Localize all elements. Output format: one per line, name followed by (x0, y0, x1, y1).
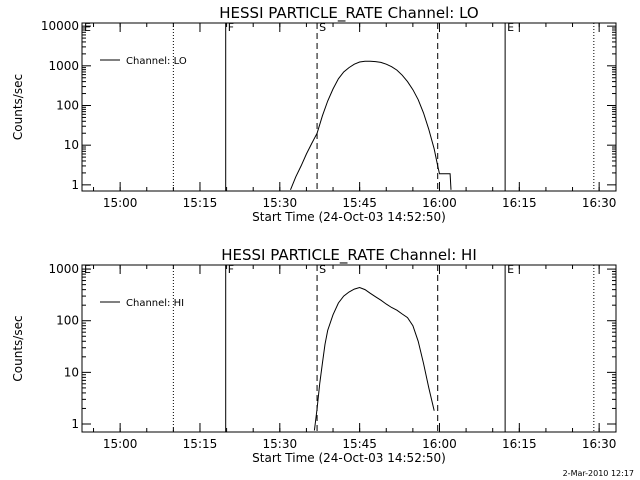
y-tick-label: 1 (71, 178, 79, 192)
legend-label: Channel: HI (126, 298, 184, 309)
plot-frame (81, 22, 617, 192)
x-axis-label: Start Time (24-Oct-03 14:52:50) (252, 451, 446, 465)
x-tick-label: 16:00 (422, 196, 457, 210)
footer-timestamp: 2-Mar-2010 12:17 (562, 469, 634, 478)
x-tick-label: 16:00 (422, 437, 457, 451)
event-marker-label: S (319, 263, 326, 276)
hi-channel-panel: HESSI PARTICLE_RATE Channel: HI Counts/se… (11, 246, 617, 465)
y-axis-label: Counts/sec (11, 74, 25, 140)
series-line (313, 286, 435, 431)
y-tick-label: 1000 (48, 59, 79, 73)
lo-channel-panel: HESSI PARTICLE_RATE Channel: LO Counts/se… (11, 4, 617, 224)
y-tick-label: 10 (64, 138, 79, 152)
x-tick-label: 16:30 (582, 437, 617, 451)
y-tick-label: 1000 (48, 262, 79, 276)
plot-frame (81, 264, 617, 433)
y-axis-label: Counts/sec (11, 315, 25, 381)
x-tick-label: 15:00 (103, 437, 138, 451)
x-tick-label: 15:15 (183, 196, 218, 210)
event-marker-label: F (228, 21, 234, 34)
y-tick-label: 10 (64, 365, 79, 379)
y-tick-label: 1 (71, 417, 79, 431)
y-tick-label: 100 (56, 98, 79, 112)
event-marker-label: F (228, 263, 234, 276)
chart-title: HESSI PARTICLE_RATE Channel: HI (221, 246, 477, 265)
series-line (290, 60, 452, 190)
event-marker-label: E (84, 21, 91, 34)
y-tick-label: 100 (56, 314, 79, 328)
event-marker-label: E (84, 263, 91, 276)
x-tick-label: 16:30 (582, 196, 617, 210)
x-tick-label: 15:30 (263, 196, 298, 210)
y-tick-label: 10000 (41, 19, 79, 33)
event-marker-label: E (507, 263, 514, 276)
legend-label: Channel: LO (126, 56, 187, 67)
x-tick-label: 16:15 (502, 437, 537, 451)
event-marker-label: S (319, 21, 326, 34)
event-marker-label: E (507, 21, 514, 34)
x-tick-label: 15:15 (183, 437, 218, 451)
x-tick-label: 15:00 (103, 196, 138, 210)
x-tick-label: 15:45 (342, 196, 377, 210)
x-tick-label: 16:15 (502, 196, 537, 210)
x-tick-label: 15:45 (342, 437, 377, 451)
x-axis-label: Start Time (24-Oct-03 14:52:50) (252, 210, 446, 224)
chart-title: HESSI PARTICLE_RATE Channel: LO (219, 4, 478, 23)
x-tick-label: 15:30 (263, 437, 298, 451)
